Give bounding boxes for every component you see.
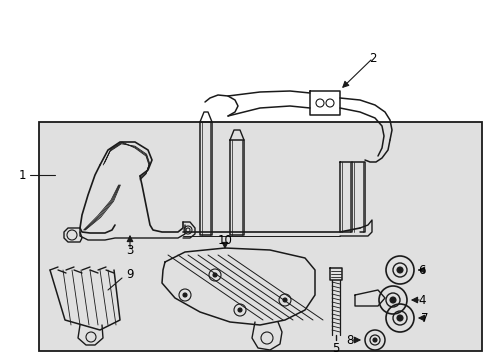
Circle shape bbox=[372, 338, 376, 342]
Circle shape bbox=[396, 315, 402, 321]
Text: 7: 7 bbox=[420, 311, 428, 324]
Bar bbox=[39, 122, 481, 351]
Text: 10: 10 bbox=[217, 234, 232, 247]
Circle shape bbox=[396, 267, 402, 273]
Text: 1: 1 bbox=[18, 168, 26, 181]
Circle shape bbox=[238, 308, 242, 312]
Text: 9: 9 bbox=[126, 269, 134, 282]
Text: 2: 2 bbox=[368, 51, 376, 64]
Text: 3: 3 bbox=[126, 243, 133, 257]
Circle shape bbox=[213, 273, 217, 277]
Text: 8: 8 bbox=[346, 333, 353, 346]
Text: 6: 6 bbox=[417, 264, 425, 276]
Circle shape bbox=[283, 298, 286, 302]
Text: 4: 4 bbox=[417, 293, 425, 306]
Circle shape bbox=[183, 293, 186, 297]
Circle shape bbox=[389, 297, 395, 303]
Text: 5: 5 bbox=[332, 342, 339, 355]
